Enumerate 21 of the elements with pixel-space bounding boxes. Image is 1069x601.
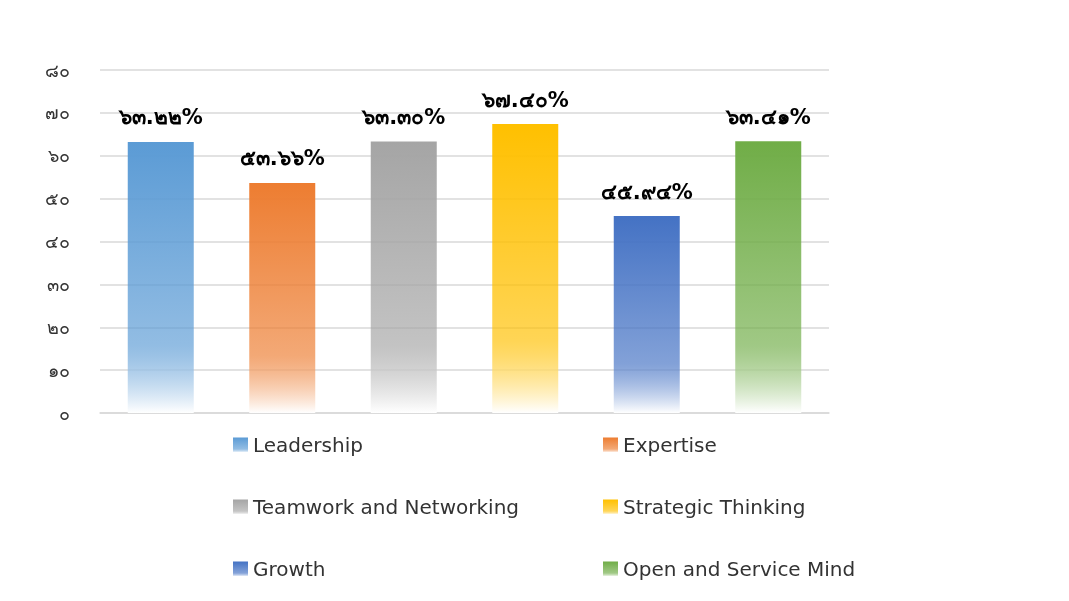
legend-label: Teamwork and Networking (252, 495, 520, 519)
y-tick-label: ๒๐ (47, 316, 70, 338)
data-label: ๔๕.๙๔% (600, 179, 693, 204)
legend-label: Open and Service Mind (623, 557, 856, 581)
data-label: ๖๓.๓๐% (361, 105, 446, 130)
data-label: ๖๗.๔๐% (480, 87, 569, 112)
y-tick-label: ๔๐ (45, 231, 70, 252)
y-tick-label: ๘๐ (45, 59, 70, 81)
legend-label: Expertise (623, 433, 717, 457)
legend-label: Leadership (253, 433, 363, 457)
y-tick-label: ๖๐ (48, 145, 70, 167)
y-tick-label: ๑๐ (48, 359, 70, 381)
data-label: ๖๓.๒๒% (117, 105, 203, 130)
y-tick-label: ๐ (59, 402, 70, 424)
legend-label: Strategic Thinking (623, 495, 806, 519)
y-tick-label: ๕๐ (45, 188, 70, 210)
data-label: ๖๓.๔๑% (724, 104, 811, 129)
y-tick-label: ๗๐ (45, 102, 70, 124)
data-label: ๕๓.๖๖% (239, 146, 325, 171)
legend-label: Growth (253, 557, 326, 581)
y-tick-label: ๓๐ (47, 273, 70, 295)
